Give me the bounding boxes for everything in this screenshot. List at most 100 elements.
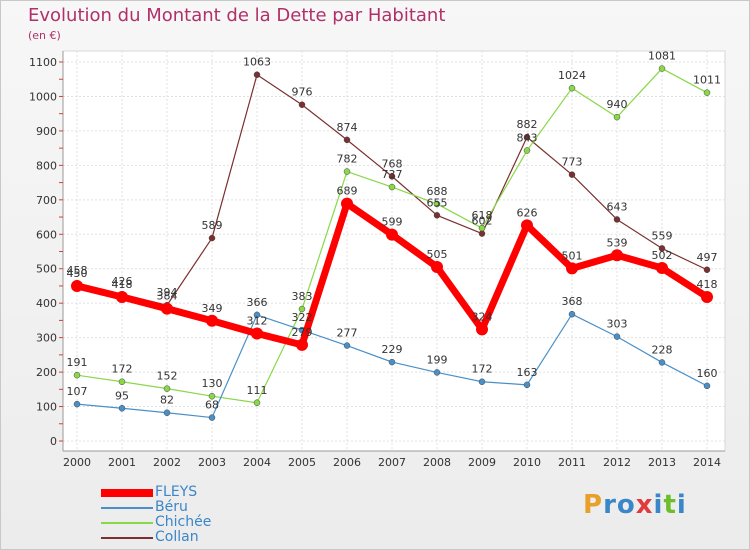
- x-tick-label: 2004: [243, 456, 271, 469]
- data-point: [566, 262, 578, 275]
- legend-label: Béru: [155, 499, 188, 515]
- logo-letter: t: [663, 490, 677, 520]
- data-label: 152: [157, 370, 178, 383]
- data-label: 768: [382, 157, 403, 170]
- data-label: 277: [337, 327, 358, 340]
- data-label: 384: [157, 290, 178, 303]
- proxiti-logo: Proxiti: [583, 490, 687, 520]
- data-label: 322: [292, 311, 313, 324]
- logo-letter: o: [616, 490, 636, 520]
- data-point: [478, 378, 486, 385]
- data-label: 191: [67, 356, 88, 369]
- data-point: [208, 392, 216, 400]
- data-point: [163, 409, 171, 416]
- data-label: 505: [427, 248, 448, 261]
- y-tick-label: 400: [36, 297, 57, 310]
- logo-letter: i: [653, 490, 664, 520]
- data-label: 160: [697, 367, 718, 380]
- data-point: [388, 173, 396, 180]
- data-label: 626: [517, 206, 538, 219]
- data-point: [568, 84, 576, 92]
- data-label: 312: [247, 315, 268, 328]
- x-tick-label: 2003: [198, 456, 226, 469]
- data-point: [343, 342, 351, 349]
- x-tick-label: 2010: [513, 456, 541, 469]
- data-label: 394: [157, 286, 178, 299]
- data-point: [163, 385, 171, 392]
- logo-letter: i: [676, 490, 687, 520]
- data-label: 782: [337, 153, 358, 166]
- data-point: [523, 133, 531, 141]
- data-label: 229: [382, 343, 403, 356]
- data-label: 1011: [693, 74, 721, 87]
- data-point: [478, 224, 486, 232]
- data-label: 426: [112, 275, 133, 288]
- data-label: 111: [247, 384, 268, 397]
- chart-title: Evolution du Montant de la Dette par Hab…: [28, 5, 446, 26]
- x-tick-label: 2012: [603, 456, 631, 469]
- data-label: 368: [562, 295, 583, 308]
- data-point: [523, 147, 531, 154]
- data-label: 95: [115, 389, 129, 402]
- data-label: 130: [202, 377, 223, 390]
- data-point: [73, 400, 81, 408]
- y-tick-label: 0: [50, 435, 57, 448]
- data-point: [73, 371, 81, 379]
- data-point: [613, 333, 621, 340]
- y-axis-unit: (en €): [28, 29, 61, 42]
- data-label: 172: [112, 363, 133, 376]
- data-label: 976: [292, 86, 313, 99]
- data-label: 82: [160, 394, 174, 407]
- data-point: [703, 382, 711, 390]
- data-point: [703, 89, 711, 96]
- data-label: 737: [382, 168, 403, 181]
- data-point: [296, 338, 308, 351]
- data-label: 618: [472, 209, 493, 222]
- x-tick-label: 2001: [108, 456, 136, 469]
- data-label: 882: [517, 118, 538, 131]
- legend-swatch: [101, 522, 153, 524]
- data-label: 589: [202, 219, 223, 232]
- x-tick-label: 2007: [378, 456, 406, 469]
- x-tick-label: 2011: [558, 456, 586, 469]
- logo-letter: P: [583, 490, 604, 520]
- y-tick-label: 100: [36, 401, 57, 414]
- y-tick-label: 1100: [29, 56, 57, 69]
- data-point: [568, 310, 576, 318]
- data-label: 1063: [243, 56, 271, 69]
- data-label: 458: [67, 264, 88, 277]
- data-point: [433, 369, 441, 376]
- data-label: 324: [472, 310, 493, 323]
- data-point: [703, 266, 711, 274]
- data-point: [386, 228, 398, 241]
- data-label: 599: [382, 216, 403, 229]
- data-point: [478, 230, 486, 237]
- x-tick-label: 2005: [288, 456, 316, 469]
- data-label: 773: [562, 156, 583, 169]
- legend-swatch: [101, 537, 153, 539]
- data-label: 303: [607, 318, 628, 331]
- data-label: 689: [337, 185, 358, 198]
- legend-label: Collan: [155, 529, 199, 545]
- x-tick-label: 2009: [468, 456, 496, 469]
- data-point: [161, 302, 173, 315]
- x-tick-label: 2000: [63, 456, 91, 469]
- data-point: [658, 245, 666, 252]
- data-label: 502: [652, 249, 673, 262]
- x-tick-label: 2008: [423, 456, 451, 469]
- data-label: 450: [67, 267, 88, 280]
- data-point: [206, 314, 218, 327]
- data-label: 688: [427, 185, 448, 198]
- data-label: 940: [607, 98, 628, 111]
- data-label: 843: [517, 132, 538, 145]
- data-label: 539: [607, 236, 628, 249]
- y-tick-label: 700: [36, 194, 57, 207]
- data-point: [253, 399, 261, 407]
- data-label: 228: [652, 343, 673, 356]
- data-point: [298, 101, 306, 108]
- data-point: [433, 212, 441, 219]
- legend-swatch: [101, 489, 153, 497]
- data-label: 199: [427, 353, 448, 366]
- data-point: [116, 290, 128, 303]
